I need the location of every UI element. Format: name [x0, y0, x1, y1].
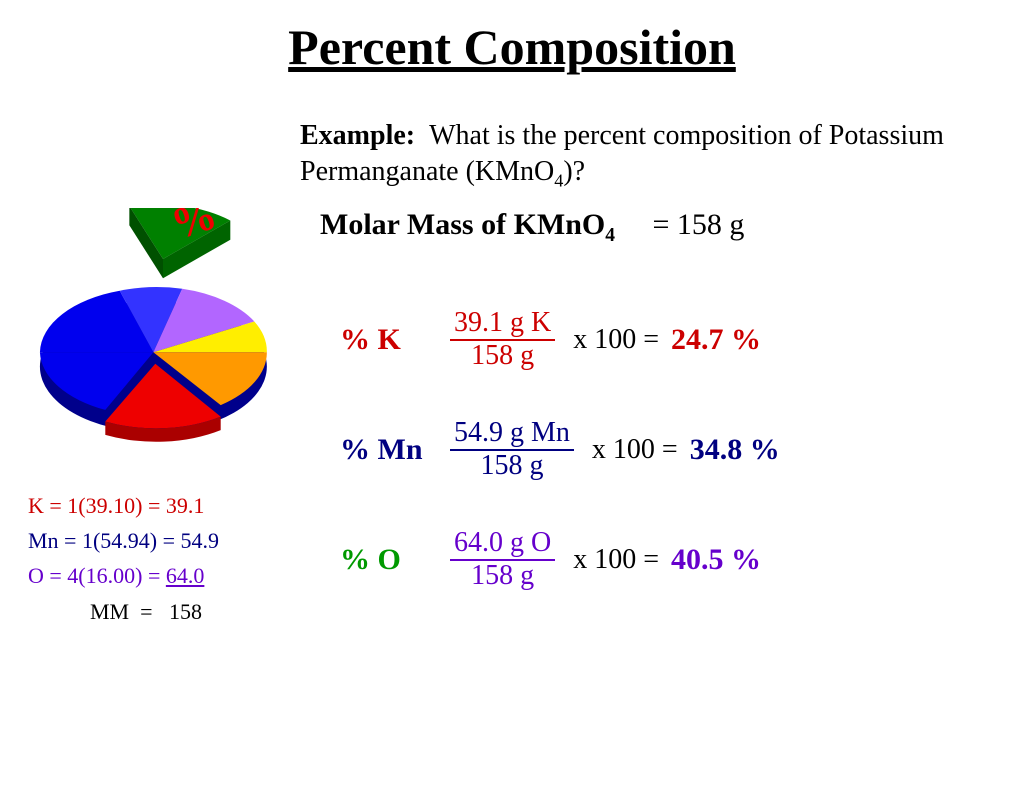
- molar-value: = 158 g: [653, 208, 745, 241]
- mass-o-text: O = 4(16.00) =: [28, 563, 166, 588]
- row-k-num: 39.1 g K: [450, 308, 555, 341]
- calc-row-o: % O 64.0 g O 158 g x 100 = 40.5 %: [340, 528, 761, 592]
- page-title: Percent Composition: [0, 18, 1024, 76]
- row-mn-label: % Mn: [340, 433, 450, 467]
- row-k-result: 24.7 %: [671, 323, 761, 357]
- row-mn-times: x 100 =: [592, 434, 678, 466]
- row-mn-num: 54.9 g Mn: [450, 418, 574, 451]
- example-question: Example: What is the percent composition…: [300, 118, 980, 194]
- row-o-label: % O: [340, 543, 450, 577]
- row-o-result: 40.5 %: [671, 543, 761, 577]
- row-o-times: x 100 =: [573, 544, 659, 576]
- mass-mn: Mn = 1(54.94) = 54.9: [28, 523, 219, 558]
- molar-label: Molar Mass of KMnO: [320, 208, 605, 241]
- row-k-label: % K: [340, 323, 450, 357]
- row-mn-fraction: 54.9 g Mn 158 g: [450, 418, 574, 482]
- row-k-times: x 100 =: [573, 324, 659, 356]
- molar-mass-line: Molar Mass of KMnO4 = 158 g: [320, 208, 744, 247]
- row-k-fraction: 39.1 g K 158 g: [450, 308, 555, 372]
- row-o-den: 158 g: [467, 561, 538, 592]
- mass-o-val: 64.0: [166, 563, 205, 588]
- mass-k: K = 1(39.10) = 39.1: [28, 488, 219, 523]
- example-label: Example:: [300, 120, 415, 151]
- row-mn-result: 34.8 %: [690, 433, 780, 467]
- example-text-b: )?: [563, 156, 585, 187]
- mass-o: O = 4(16.00) = 64.0: [28, 558, 219, 593]
- calc-row-k: % K 39.1 g K 158 g x 100 = 24.7 %: [340, 308, 761, 372]
- calc-row-mn: % Mn 54.9 g Mn 158 g x 100 = 34.8 %: [340, 418, 780, 482]
- row-mn-den: 158 g: [476, 451, 547, 482]
- row-o-num: 64.0 g O: [450, 528, 555, 561]
- row-k-den: 158 g: [467, 341, 538, 372]
- pie-chart-icon: %: [28, 208, 298, 458]
- mass-list: K = 1(39.10) = 39.1 Mn = 1(54.94) = 54.9…: [28, 488, 219, 629]
- row-o-fraction: 64.0 g O 158 g: [450, 528, 555, 592]
- molar-sub: 4: [605, 225, 615, 246]
- example-sub: 4: [554, 171, 563, 191]
- mass-mm: MM = 158: [28, 594, 219, 629]
